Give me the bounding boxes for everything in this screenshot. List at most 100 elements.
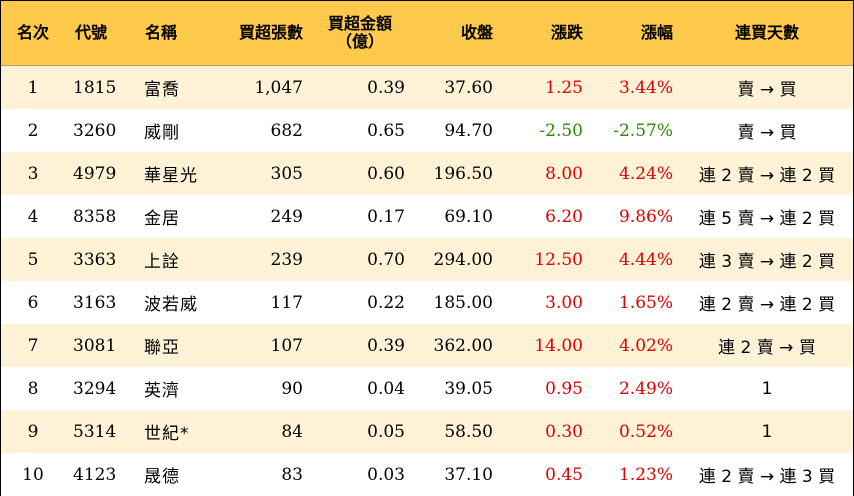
cell-net-buy-amount: 0.60 [367,163,405,184]
cell-net-buy-lots: 83 [281,464,303,485]
cell-net-buy-lots: 239 [270,249,303,270]
cell-change-pct: 4.02% [618,335,673,356]
cell-net-buy-lots: 107 [270,335,303,356]
cell-net-buy-amount: 0.04 [367,378,405,399]
cell-rank: 3 [27,163,39,184]
cell-name: 上詮 [144,252,180,272]
cell-rank: 4 [27,206,39,227]
cell-rank: 9 [27,421,39,442]
cell-rank: 7 [27,335,39,356]
cell-net-buy-lots: 117 [270,292,303,313]
cell-change: 0.45 [545,464,583,485]
cell-name: 華星光 [144,166,198,186]
cell-net-buy-lots: 84 [281,421,303,442]
cell-change-pct: 9.86% [618,206,673,227]
cell-close: 94.70 [444,120,493,141]
cell-close: 39.05 [444,378,493,399]
cell-net-buy-amount: 0.70 [367,249,405,270]
cell-name: 英濟 [144,381,180,401]
header-rank: 名次 [16,23,49,42]
cell-net-buy-amount: 0.65 [367,120,405,141]
table-row: 6 3163 波若威 117 0.22 185.00 3.00 1.65% 連 2 賣 → 連 … [1,281,853,324]
cell-code: 3363 [73,249,117,270]
cell-change: -2.50 [539,120,583,141]
cell-change-pct: 1.65% [618,292,673,313]
cell-code: 4123 [73,464,117,485]
cell-close: 294.00 [433,249,493,270]
cell-change: 6.20 [545,206,583,227]
cell-rank: 8 [27,378,39,399]
cell-code: 1815 [73,77,117,98]
cell-net-buy-amount: 0.22 [367,292,405,313]
cell-consecutive-days: 連 2 賣 → 連 3 買 [698,467,836,487]
cell-change-pct: -2.57% [613,120,673,141]
header-net-buy-amount-line1: 買超金額 [327,14,392,33]
cell-rank: 2 [27,120,39,141]
table-row: 9 5314 世紀* 84 0.05 58.50 0.30 0.52% 1 [1,410,853,453]
cell-rank: 1 [27,77,39,98]
cell-change: 8.00 [545,163,583,184]
cell-name: 波若威 [144,295,198,315]
cell-net-buy-amount: 0.39 [367,335,405,356]
cell-close: 37.60 [444,77,493,98]
cell-name: 聯亞 [144,338,180,358]
cell-rank: 5 [27,249,39,270]
header-consecutive-days: 連買天數 [734,23,799,42]
cell-close: 196.50 [433,163,493,184]
cell-code: 4979 [73,163,117,184]
cell-name: 世紀* [144,424,190,444]
cell-consecutive-days: 賣 → 買 [737,80,797,100]
cell-change-pct: 2.49% [618,378,673,399]
cell-code: 5314 [73,421,117,442]
cell-change: 0.95 [545,378,583,399]
cell-consecutive-days: 1 [761,378,773,399]
cell-consecutive-days: 賣 → 買 [737,123,797,143]
cell-change-pct: 0.52% [618,421,673,442]
cell-net-buy-lots: 305 [270,163,303,184]
cell-name: 金居 [144,209,180,229]
cell-change: 3.00 [545,292,583,313]
table-row: 8 3294 英濟 90 0.04 39.05 0.95 2.49% 1 [1,367,853,410]
cell-close: 69.10 [444,206,493,227]
cell-change: 0.30 [545,421,583,442]
cell-change-pct: 4.24% [618,163,673,184]
cell-code: 3081 [73,335,117,356]
cell-consecutive-days: 連 2 賣 → 買 [718,338,816,358]
cell-consecutive-days: 連 2 賣 → 連 2 買 [698,295,836,315]
cell-close: 185.00 [433,292,493,313]
cell-net-buy-amount: 0.17 [367,206,405,227]
table-row: 4 8358 金居 249 0.17 69.10 6.20 9.86% 連 5 賣 → 連 2 … [1,195,853,238]
table-row: 10 4123 晟德 83 0.03 37.10 0.45 1.23% 連 2 賣 → 連 3 … [1,453,853,496]
cell-rank: 6 [27,292,39,313]
table-header: 名次 代號 名稱 買超張數 買超金額 （億） 收盤 漲跌 漲幅 連買天數 [1,1,853,66]
cell-net-buy-lots: 1,047 [254,77,303,98]
cell-change: 12.50 [534,249,583,270]
cell-consecutive-days: 1 [761,421,773,442]
cell-code: 3294 [73,378,117,399]
header-close: 收盤 [460,23,493,42]
cell-close: 58.50 [444,421,493,442]
header-net-buy-amount: 買超金額 （億） [319,15,401,51]
header-code: 代號 [75,23,108,42]
cell-change-pct: 4.44% [618,249,673,270]
cell-change: 1.25 [545,77,583,98]
header-change: 漲跌 [550,23,583,42]
header-change-pct: 漲幅 [640,23,673,42]
cell-consecutive-days: 連 3 賣 → 連 2 買 [698,252,836,272]
cell-name: 富喬 [144,80,180,100]
cell-net-buy-amount: 0.39 [367,77,405,98]
table-row: 1 1815 富喬 1,047 0.39 37.60 1.25 3.44% 賣 → 買 [1,66,853,109]
table-row: 3 4979 華星光 305 0.60 196.50 8.00 4.24% 連 2 賣 → 連 … [1,152,853,195]
table-row: 7 3081 聯亞 107 0.39 362.00 14.00 4.02% 連 2 賣 → 買 [1,324,853,367]
cell-change-pct: 1.23% [618,464,673,485]
cell-net-buy-lots: 682 [270,120,303,141]
cell-consecutive-days: 連 2 賣 → 連 2 買 [698,166,836,186]
cell-change-pct: 3.44% [618,77,673,98]
header-net-buy-amount-line2: （億） [335,32,384,51]
cell-code: 3260 [73,120,117,141]
cell-code: 8358 [73,206,117,227]
cell-net-buy-amount: 0.05 [367,421,405,442]
cell-close: 362.00 [433,335,493,356]
cell-net-buy-amount: 0.03 [367,464,405,485]
